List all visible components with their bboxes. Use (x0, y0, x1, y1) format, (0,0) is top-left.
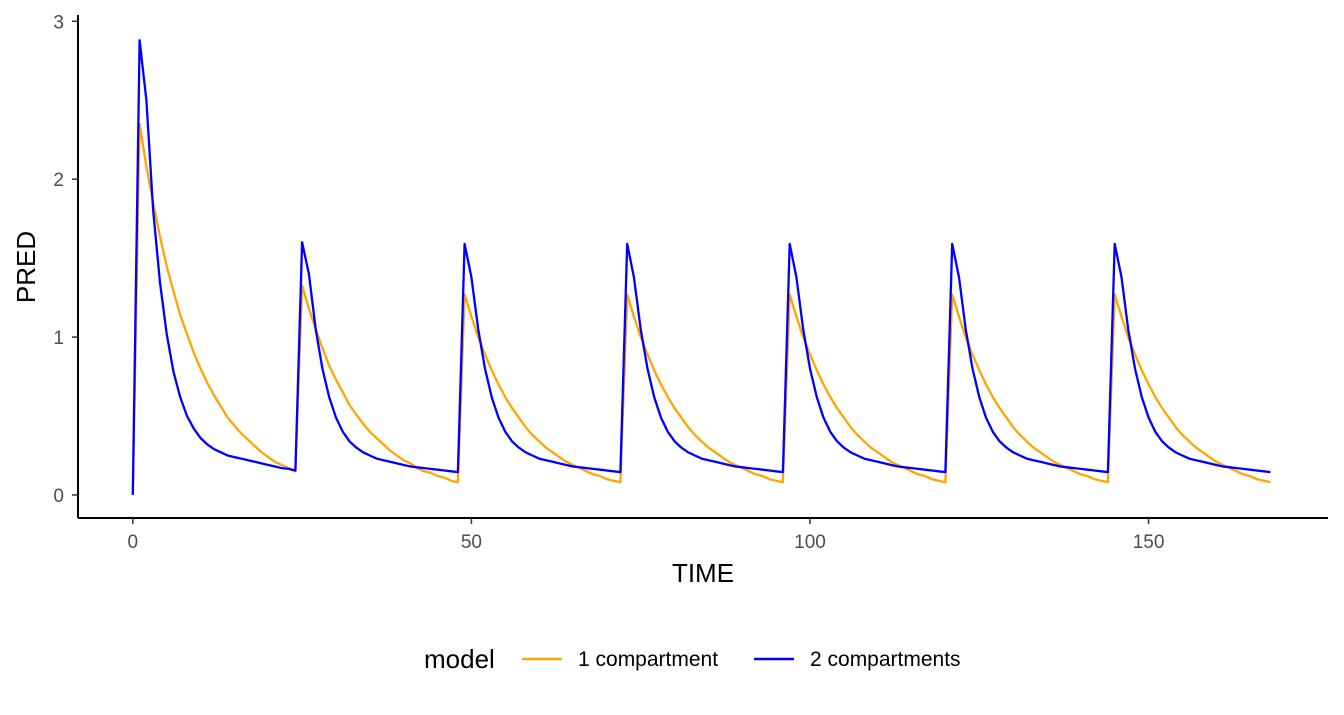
x-tick-label: 0 (128, 532, 139, 553)
y-axis-label: PRED (11, 231, 41, 303)
x-tick-label: 50 (461, 532, 482, 553)
legend-label-2-compartments: 2 compartments (810, 648, 961, 671)
y-ticks: 0 1 2 3 (53, 12, 78, 507)
y-tick-label: 3 (53, 12, 64, 33)
series-line-1 (131, 122, 1271, 495)
y-tick-label: 0 (53, 486, 64, 507)
x-ticks: 0 50 100 150 (128, 518, 1165, 553)
legend-label-1-compartment: 1 compartment (578, 648, 718, 671)
y-tick-label: 1 (53, 328, 64, 349)
legend-title: model (424, 644, 495, 674)
y-tick-label: 2 (53, 170, 64, 191)
series-line-2 (131, 39, 1271, 495)
series-lines (131, 39, 1271, 495)
x-tick-label: 150 (1133, 532, 1165, 553)
legend: model 1 compartment 2 compartments (424, 644, 961, 674)
x-tick-label: 100 (794, 532, 826, 553)
x-axis-label: TIME (672, 558, 734, 588)
